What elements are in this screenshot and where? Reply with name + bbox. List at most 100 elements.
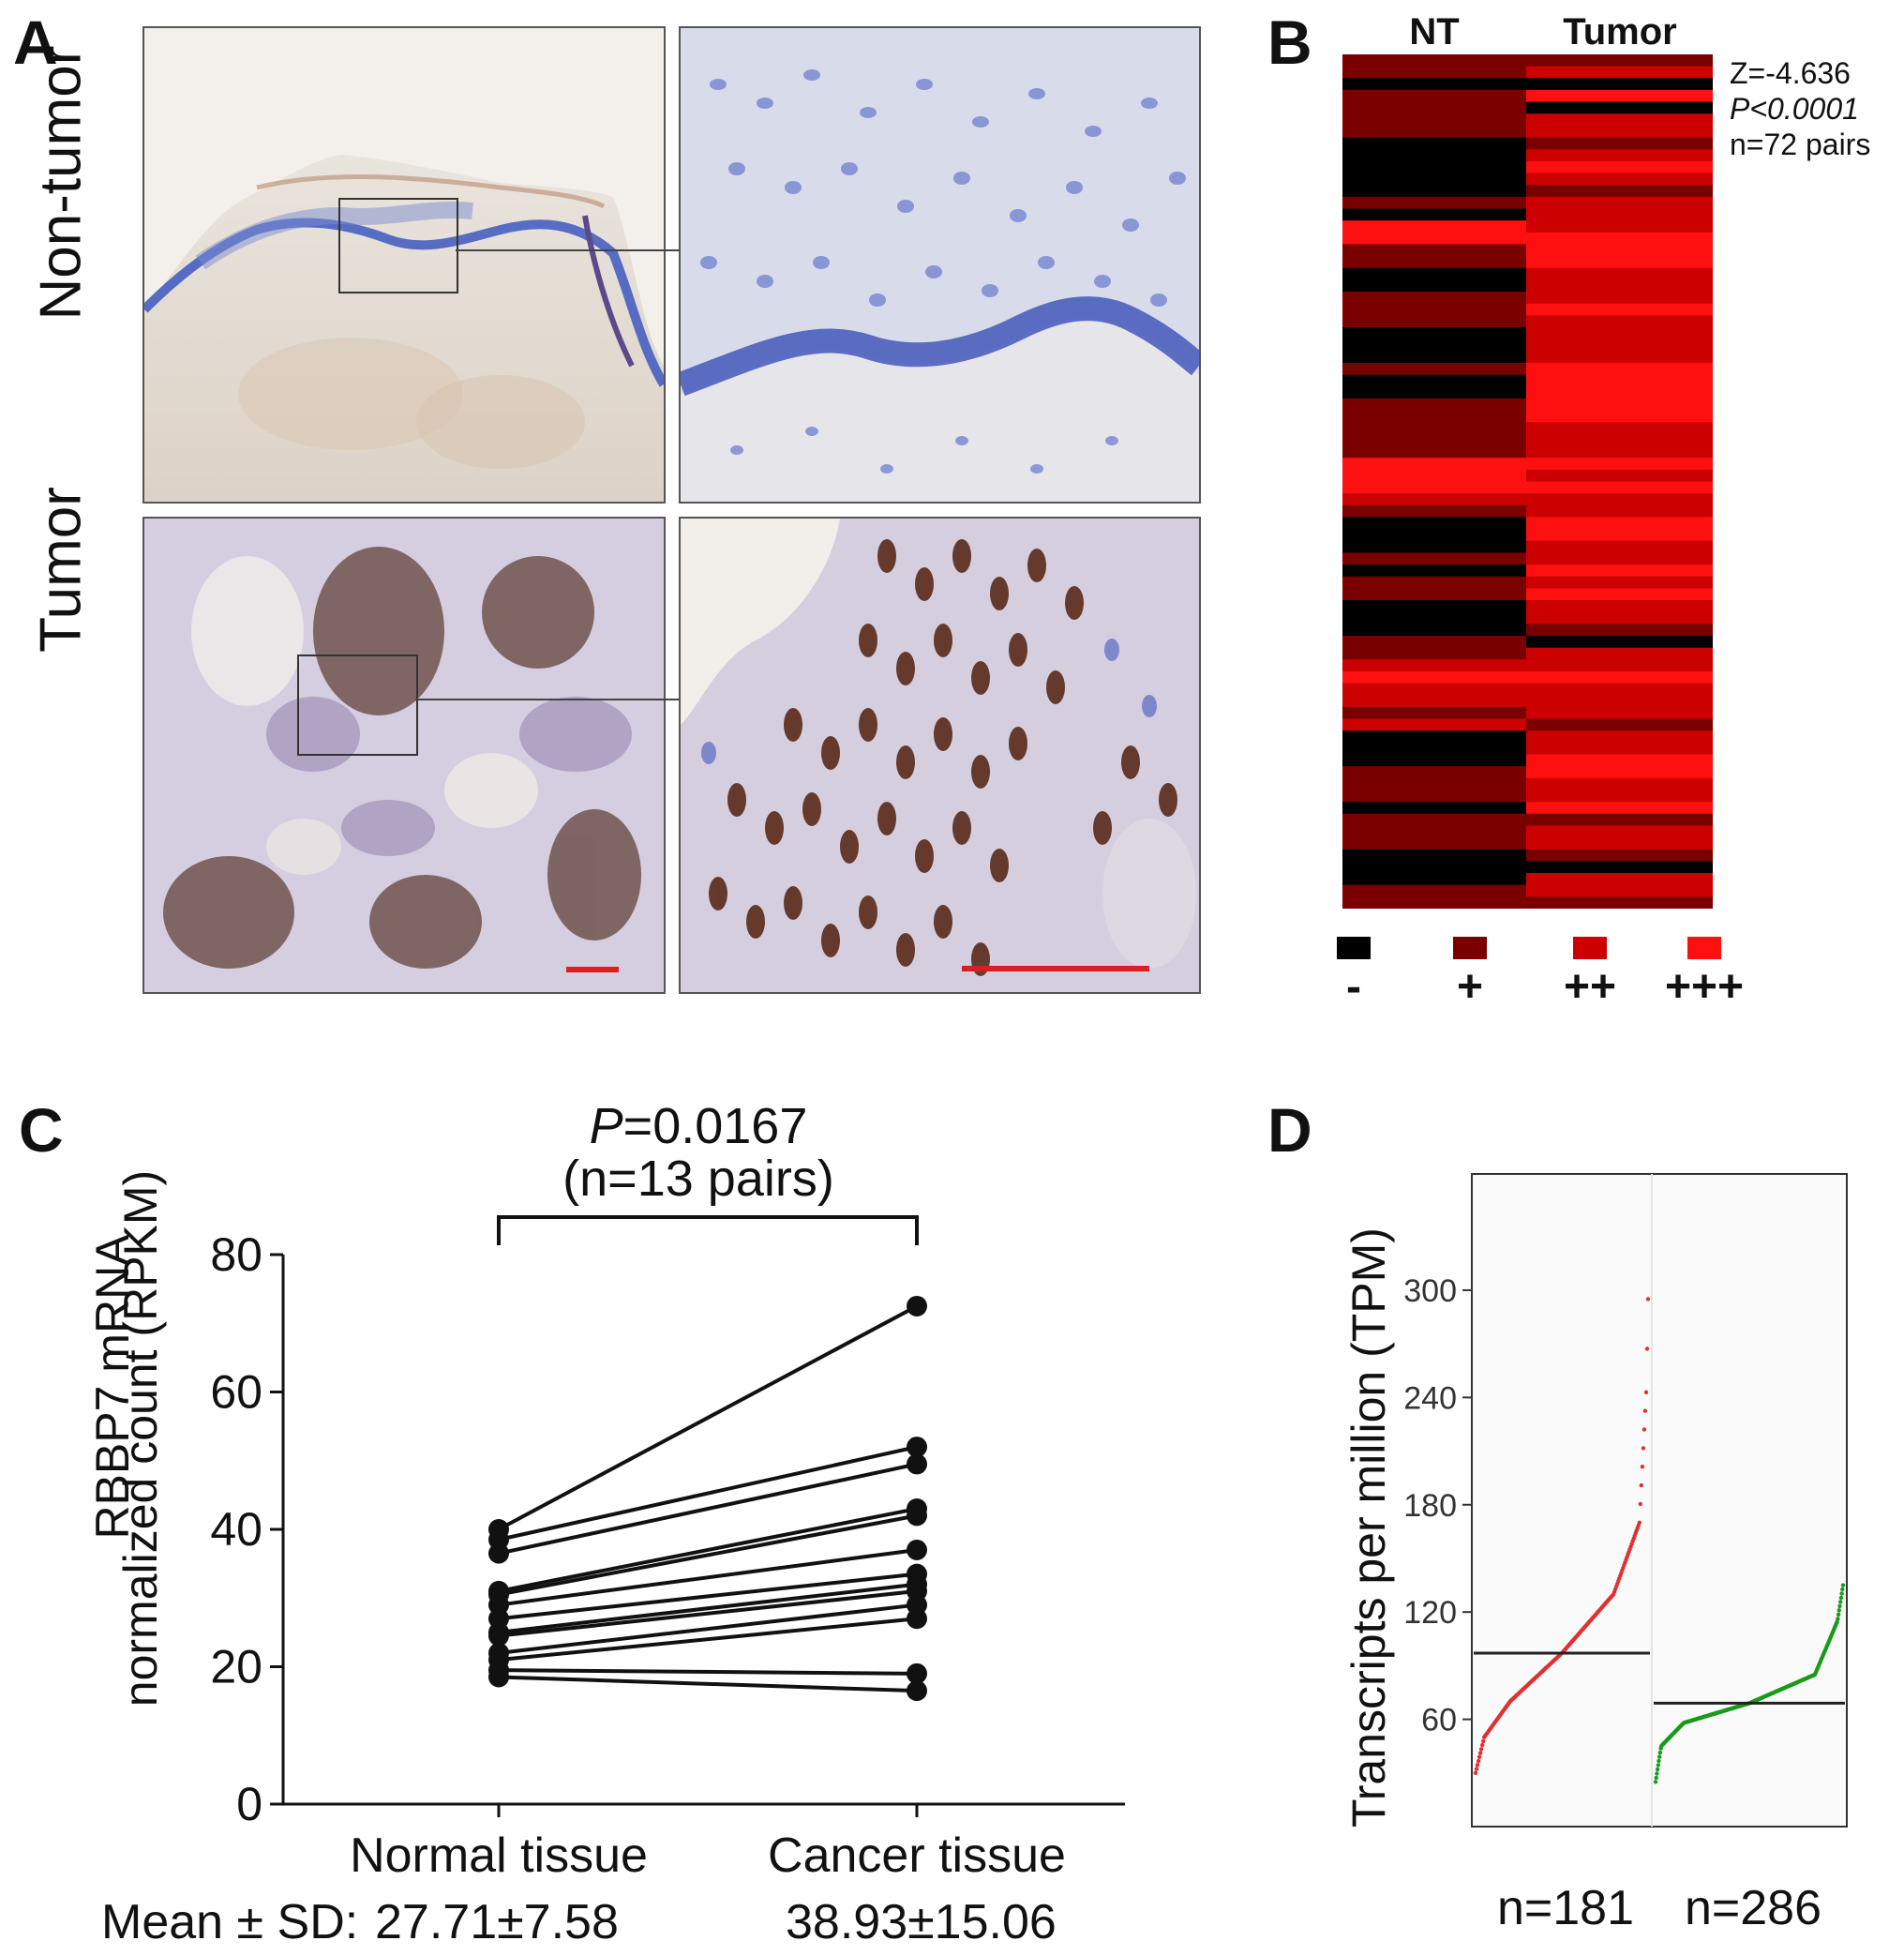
y-tick-label-c-80: 80 (210, 1228, 262, 1281)
row-label-non-tumor: Non-tumor (28, 45, 94, 321)
tpm-point-0-7 (1480, 1742, 1485, 1748)
tpm-point-0-178 (1643, 1390, 1649, 1394)
y-tick-label-c-60: 60 (210, 1366, 262, 1419)
pvalue-value: =0.0167 (622, 1098, 808, 1154)
tpm-point-0-2 (1475, 1763, 1480, 1768)
tpm-point-1-0 (1653, 1780, 1658, 1784)
pair-line-11 (498, 1668, 918, 1676)
heatmap-cell-tumor-66 (1526, 837, 1713, 850)
tpm-point-0-0 (1473, 1770, 1478, 1775)
heatmap-cell-tumor-9 (1526, 160, 1713, 174)
heatmap-cell-tumor-37 (1526, 493, 1713, 506)
heatmap-cell-nt-71 (1342, 896, 1526, 910)
heatmap-cell-nt-27 (1342, 374, 1526, 387)
heatmap-cell-tumor-46 (1526, 600, 1713, 613)
heatmap-cell-nt-16 (1342, 244, 1526, 257)
heatmap-cell-tumor-24 (1526, 339, 1713, 352)
tpm-point-0-3 (1476, 1758, 1481, 1764)
heatmap-cell-nt-61 (1342, 777, 1526, 791)
heatmap-cell-tumor-58 (1526, 742, 1713, 756)
y-tick-label-d-120: 120 (1403, 1595, 1457, 1631)
heatmap-cell-tumor-50 (1526, 647, 1713, 660)
heatmap-cell-tumor-22 (1526, 315, 1713, 328)
cancer-point-0 (907, 1295, 927, 1317)
heatmap-cell-nt-69 (1342, 873, 1526, 886)
heatmap-cell-tumor-48 (1526, 624, 1713, 637)
heatmap-cell-tumor-38 (1526, 504, 1713, 519)
panel-d-letter: D (1267, 1095, 1312, 1165)
x-tick-label-c-1: Cancer tissue (768, 1828, 1066, 1875)
heatmap-cell-nt-21 (1342, 303, 1526, 316)
tpm-point-1-7 (1657, 1750, 1663, 1755)
y-tick-label-c-40: 40 (210, 1503, 262, 1556)
tpm-point-1-284 (1840, 1587, 1845, 1592)
heatmap-cell-tumor-65 (1526, 825, 1713, 838)
heatmap-cell-nt-68 (1342, 861, 1526, 874)
heatmap-cell-nt-64 (1342, 813, 1526, 827)
heatmap-cell-nt-46 (1342, 600, 1526, 613)
tpm-point-1-2 (1655, 1771, 1659, 1776)
legend-swatch-plusplusplus (1687, 937, 1721, 959)
heatmap-cell-tumor-5 (1526, 113, 1713, 127)
x-tick-label-c-0: Normal tissue (350, 1828, 648, 1875)
heatmap-cell-nt-15 (1342, 232, 1526, 246)
heatmap-cell-nt-39 (1342, 517, 1526, 530)
heatmap-cell-tumor-18 (1526, 267, 1713, 280)
chart-c-svg: 0 20 40 60 80 Normal tissue Cancer tissue (210, 1215, 1125, 1883)
heatmap-cell-tumor-17 (1526, 256, 1713, 269)
tpm-point-1-285 (1840, 1583, 1846, 1587)
heatmap-cell-tumor-69 (1526, 873, 1713, 886)
heatmap-cell-nt-19 (1342, 279, 1526, 293)
micrograph-non-tumor-low (142, 26, 666, 504)
heatmap-cell-tumor-45 (1526, 588, 1713, 601)
heatmap-cell-nt-20 (1342, 292, 1526, 305)
tpm-point-0-6 (1478, 1747, 1484, 1752)
heatmap-cell-tumor-55 (1526, 706, 1713, 720)
heatmap-cell-tumor-12 (1526, 196, 1713, 210)
pair-line-8 (498, 1588, 918, 1638)
heatmap-cell-tumor-6 (1526, 125, 1713, 139)
significance-bracket (497, 1215, 919, 1245)
stat-z: Z=-4.636 (1730, 56, 1851, 90)
heatmap-cell-nt-12 (1342, 196, 1526, 210)
heatmap-cell-nt-11 (1342, 185, 1526, 198)
heatmap-cell-nt-38 (1342, 504, 1526, 519)
heatmap-cell-tumor-70 (1526, 884, 1713, 897)
tpm-point-0-171 (1637, 1520, 1642, 1525)
pair-line-2 (498, 1462, 918, 1556)
row-label-tumor: Tumor (28, 487, 94, 653)
tpm-point-0-4 (1477, 1754, 1482, 1759)
heatmap-cell-nt-31 (1342, 422, 1526, 435)
heatmap-cell-nt-17 (1342, 256, 1526, 269)
heatmap-cell-tumor-16 (1526, 244, 1713, 257)
micrograph-tumor-low (142, 517, 666, 994)
tpm-point-0-175 (1641, 1446, 1646, 1451)
heatmap-cell-nt-36 (1342, 481, 1526, 494)
heatmap-cell-tumor-36 (1526, 481, 1713, 494)
heatmap-cell-nt-44 (1342, 576, 1526, 589)
tpm-point-1-278 (1836, 1612, 1841, 1617)
heatmap-cell-tumor-61 (1526, 777, 1713, 791)
heatmap-cell-nt-54 (1342, 695, 1526, 708)
legend-swatch-plusplus (1573, 937, 1607, 959)
tpm-point-0-1 (1474, 1767, 1479, 1771)
heatmap-cell-nt-49 (1342, 635, 1526, 649)
normal-stat: 27.71±7.58 (375, 1895, 619, 1949)
heatmap-cell-nt-24 (1342, 339, 1526, 352)
y-tick-label-d-180: 180 (1403, 1488, 1457, 1524)
heatmap-cell-nt-65 (1342, 825, 1526, 838)
heatmap-cell-nt-51 (1342, 659, 1526, 672)
heatmap-cell-nt-40 (1342, 529, 1526, 542)
zoom-connector-non-tumor (456, 249, 679, 251)
heatmap-cell-nt-59 (1342, 754, 1526, 767)
heatmap-cell-nt-29 (1342, 398, 1526, 412)
heatmap-cell-tumor-63 (1526, 802, 1713, 815)
mean-sd-label: Mean ± SD: (101, 1895, 359, 1949)
heatmap-col-label-nt: NT (1409, 11, 1460, 53)
heatmap-cell-tumor-68 (1526, 861, 1713, 874)
heatmap-cell-nt-5 (1342, 113, 1526, 127)
heatmap-cell-tumor-13 (1526, 208, 1713, 221)
normal-point-8 (488, 1625, 509, 1647)
chart-c: 0 20 40 60 80 Normal tissue Cancer tissue (187, 1200, 1144, 1883)
heatmap-cell-tumor-1 (1526, 66, 1713, 79)
